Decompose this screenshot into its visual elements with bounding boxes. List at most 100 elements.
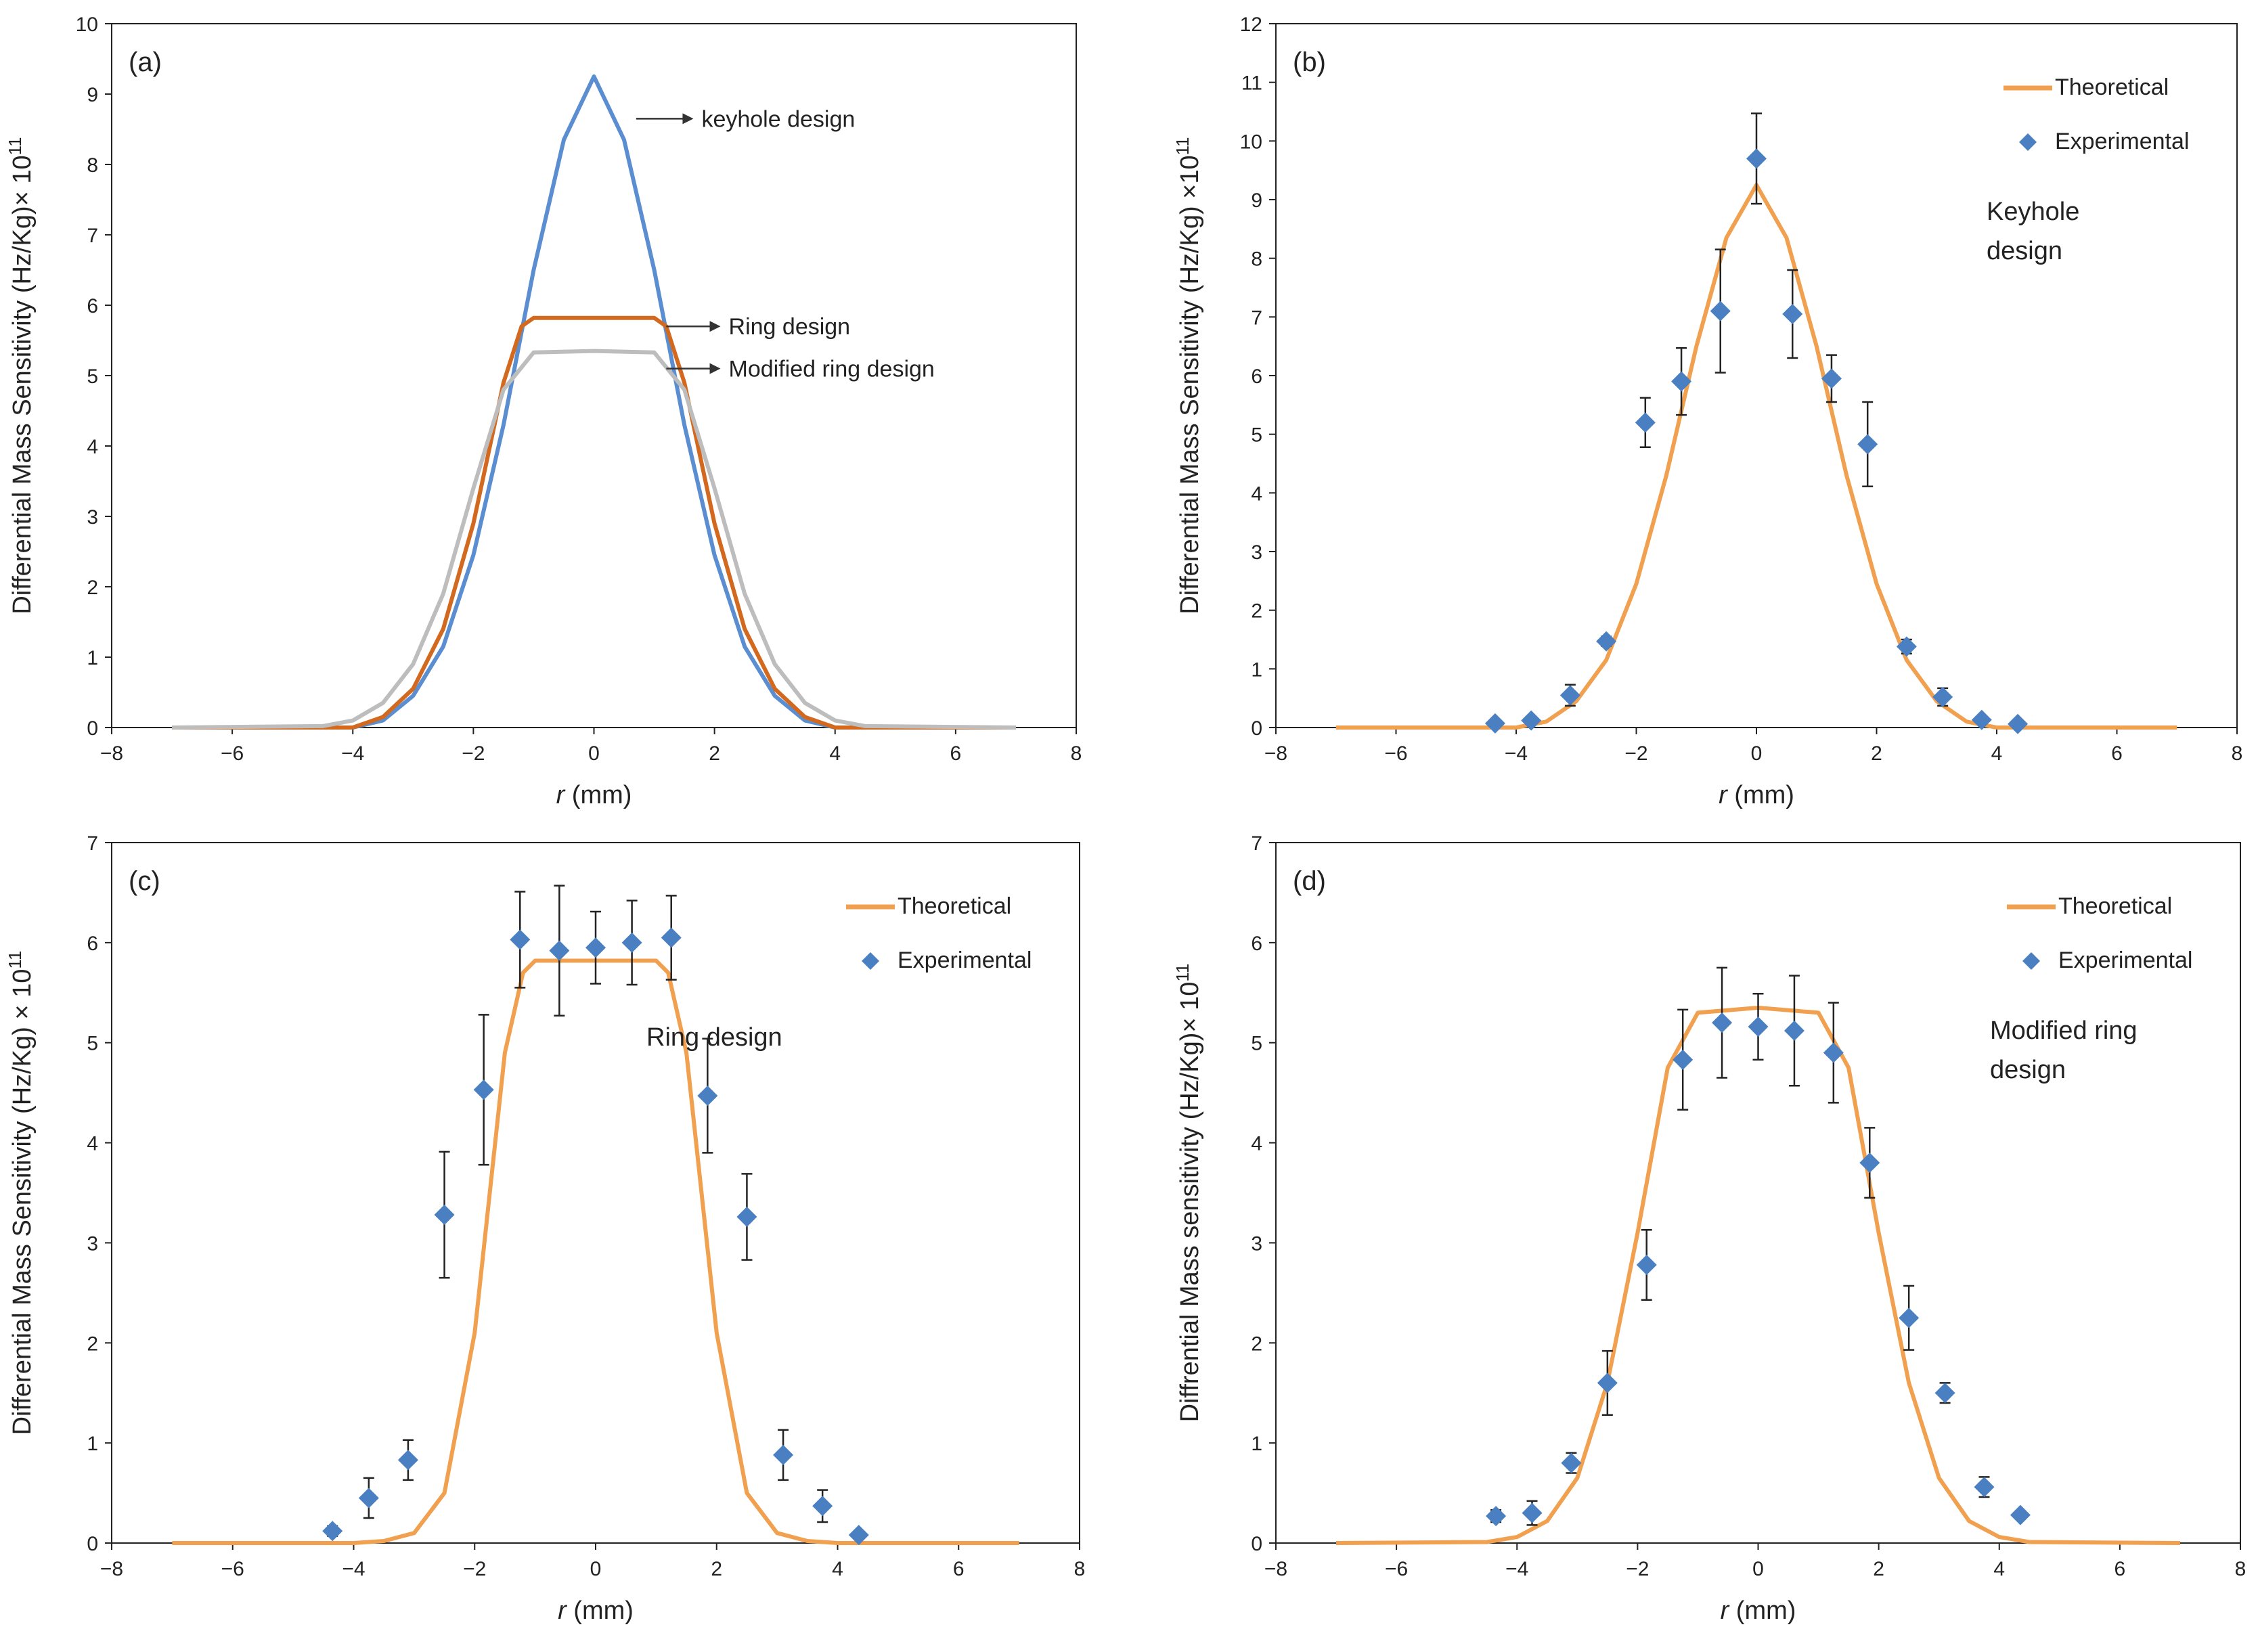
experimental-point (1559, 685, 1580, 706)
panel-letter: (c) (129, 866, 160, 896)
experimental-point (510, 929, 531, 950)
experimental-point (2008, 713, 2029, 734)
experimental-point (736, 1206, 757, 1227)
x-tick-label: 0 (1752, 1558, 1764, 1580)
experimental-point (473, 1079, 494, 1100)
annotation-arrow-head (709, 321, 721, 332)
experimental-point (358, 1488, 379, 1509)
experimental-point (1859, 1153, 1880, 1174)
y-tick-label: 1 (87, 1433, 98, 1455)
design-note: design (1990, 1056, 2066, 1084)
x-tick-label: 4 (832, 1558, 843, 1580)
y-tick-label: 2 (87, 1333, 98, 1355)
x-tick-label: −4 (341, 742, 364, 765)
y-tick-label: 5 (1251, 424, 1262, 447)
x-tick-label: 0 (1751, 742, 1763, 765)
y-axis-title: Differential Mass Sensitivity (Hz/Kg) ×1… (1172, 137, 1204, 614)
panel-letter: (d) (1293, 866, 1326, 896)
x-tick-label: −2 (1626, 1558, 1649, 1580)
y-tick-label: 3 (1251, 541, 1262, 564)
experimental-point (322, 1521, 343, 1542)
experimental-point (1971, 709, 1992, 730)
theoretical-line (1336, 1006, 2180, 1545)
x-tick-label: 0 (588, 742, 600, 765)
experimental-point (1597, 1372, 1618, 1393)
x-axis-title: r (mm) (556, 781, 632, 809)
y-tick-label: 2 (1251, 600, 1262, 623)
experimental-point (812, 1496, 833, 1517)
x-tick-label: −8 (1264, 1558, 1287, 1580)
y-tick-label: 9 (87, 84, 98, 106)
y-tick-label: 4 (1251, 483, 1262, 505)
chart-panel-2: −8 −6 −4 −2 0 2 4 6 8 0 1 2 3 4 5 6 7 r (mm) Differential … (5, 832, 1085, 1625)
panel-letter: (b) (1293, 47, 1326, 77)
experimental-point (1932, 686, 1953, 707)
x-tick-label: −4 (1505, 1558, 1528, 1580)
y-tick-label: 7 (1251, 307, 1262, 329)
x-tick-label: 6 (950, 742, 962, 765)
experimental-point (1635, 412, 1656, 433)
experimental-point (661, 927, 682, 948)
x-tick-label: −8 (100, 1558, 123, 1580)
legend-theoretical-label: Theoretical (898, 893, 1011, 919)
y-tick-label: 4 (1251, 1133, 1262, 1155)
series-line-keyhole (172, 74, 1016, 730)
x-tick-label: −6 (1385, 1558, 1408, 1580)
y-tick-label: 7 (87, 225, 98, 247)
x-tick-label: −6 (221, 1558, 244, 1580)
x-axis-title: r (mm) (1719, 781, 1794, 809)
y-tick-label: 6 (1251, 365, 1262, 388)
experimental-point (1522, 1502, 1543, 1523)
legend-theoretical-label: Theoretical (2055, 74, 2169, 100)
y-tick-label: 8 (1251, 248, 1262, 271)
y-tick-label: 12 (1240, 14, 1262, 36)
experimental-point (1521, 710, 1542, 731)
x-tick-label: −8 (100, 742, 123, 765)
x-tick-label: 2 (1871, 742, 1882, 765)
x-tick-label: 6 (2115, 1558, 2126, 1580)
y-tick-label: 2 (87, 577, 98, 599)
design-note: Ring design (646, 1023, 782, 1052)
chart-panel-3: −8 −6 −4 −2 0 2 4 6 8 0 1 2 3 4 5 6 7 r (mm) Diffrential M… (1172, 832, 2246, 1625)
y-tick-label: 3 (1251, 1232, 1262, 1255)
chart-panel-0: −8 −6 −4 −2 0 2 4 6 8 0 1 2 3 4 5 6 7 8 9 10 r (mm) Different… (5, 14, 1082, 809)
y-axis-title: Differential Mass Sensitivity (Hz/Kg)× 1… (5, 137, 37, 614)
experimental-point (621, 932, 642, 953)
legend-experimental-swatch (2022, 952, 2040, 970)
panel-letter: (a) (129, 47, 162, 77)
y-tick-label: 2 (1251, 1333, 1262, 1355)
experimental-point (434, 1205, 455, 1226)
y-tick-label: 3 (87, 1232, 98, 1255)
x-tick-label: 4 (1991, 742, 2003, 765)
experimental-point (2010, 1504, 2031, 1525)
experimental-point (1596, 631, 1617, 652)
experimental-point (549, 940, 570, 961)
x-tick-label: −8 (1264, 742, 1287, 765)
y-axis-title: Diffrential Mass sensitivity (Hz/Kg)× 10… (1172, 964, 1204, 1423)
experimental-point (1673, 1049, 1694, 1070)
experimental-point (697, 1086, 718, 1107)
y-tick-label: 7 (87, 832, 98, 855)
x-tick-label: −2 (463, 1558, 486, 1580)
y-tick-label: 3 (87, 506, 98, 529)
x-tick-label: −4 (342, 1558, 365, 1580)
y-tick-label: 4 (87, 436, 98, 458)
annotation-arrow-head (709, 363, 721, 374)
experimental-point (1821, 368, 1842, 389)
x-axis-title: r (mm) (1721, 1597, 1796, 1625)
annotation-label: keyhole design (701, 106, 855, 132)
x-tick-label: −2 (1624, 742, 1647, 765)
y-tick-label: 4 (87, 1133, 98, 1155)
x-tick-label: 2 (1873, 1558, 1884, 1580)
y-tick-label: 6 (87, 295, 98, 317)
experimental-point (1823, 1042, 1844, 1063)
y-tick-label: 5 (1251, 1033, 1262, 1055)
experimental-point (1896, 636, 1917, 657)
x-tick-label: 8 (2232, 742, 2243, 765)
experimental-point (1974, 1477, 1995, 1498)
y-tick-label: 10 (1240, 131, 1262, 153)
experimental-point (1671, 371, 1692, 392)
y-tick-label: 6 (87, 933, 98, 955)
x-tick-label: 2 (711, 1558, 722, 1580)
